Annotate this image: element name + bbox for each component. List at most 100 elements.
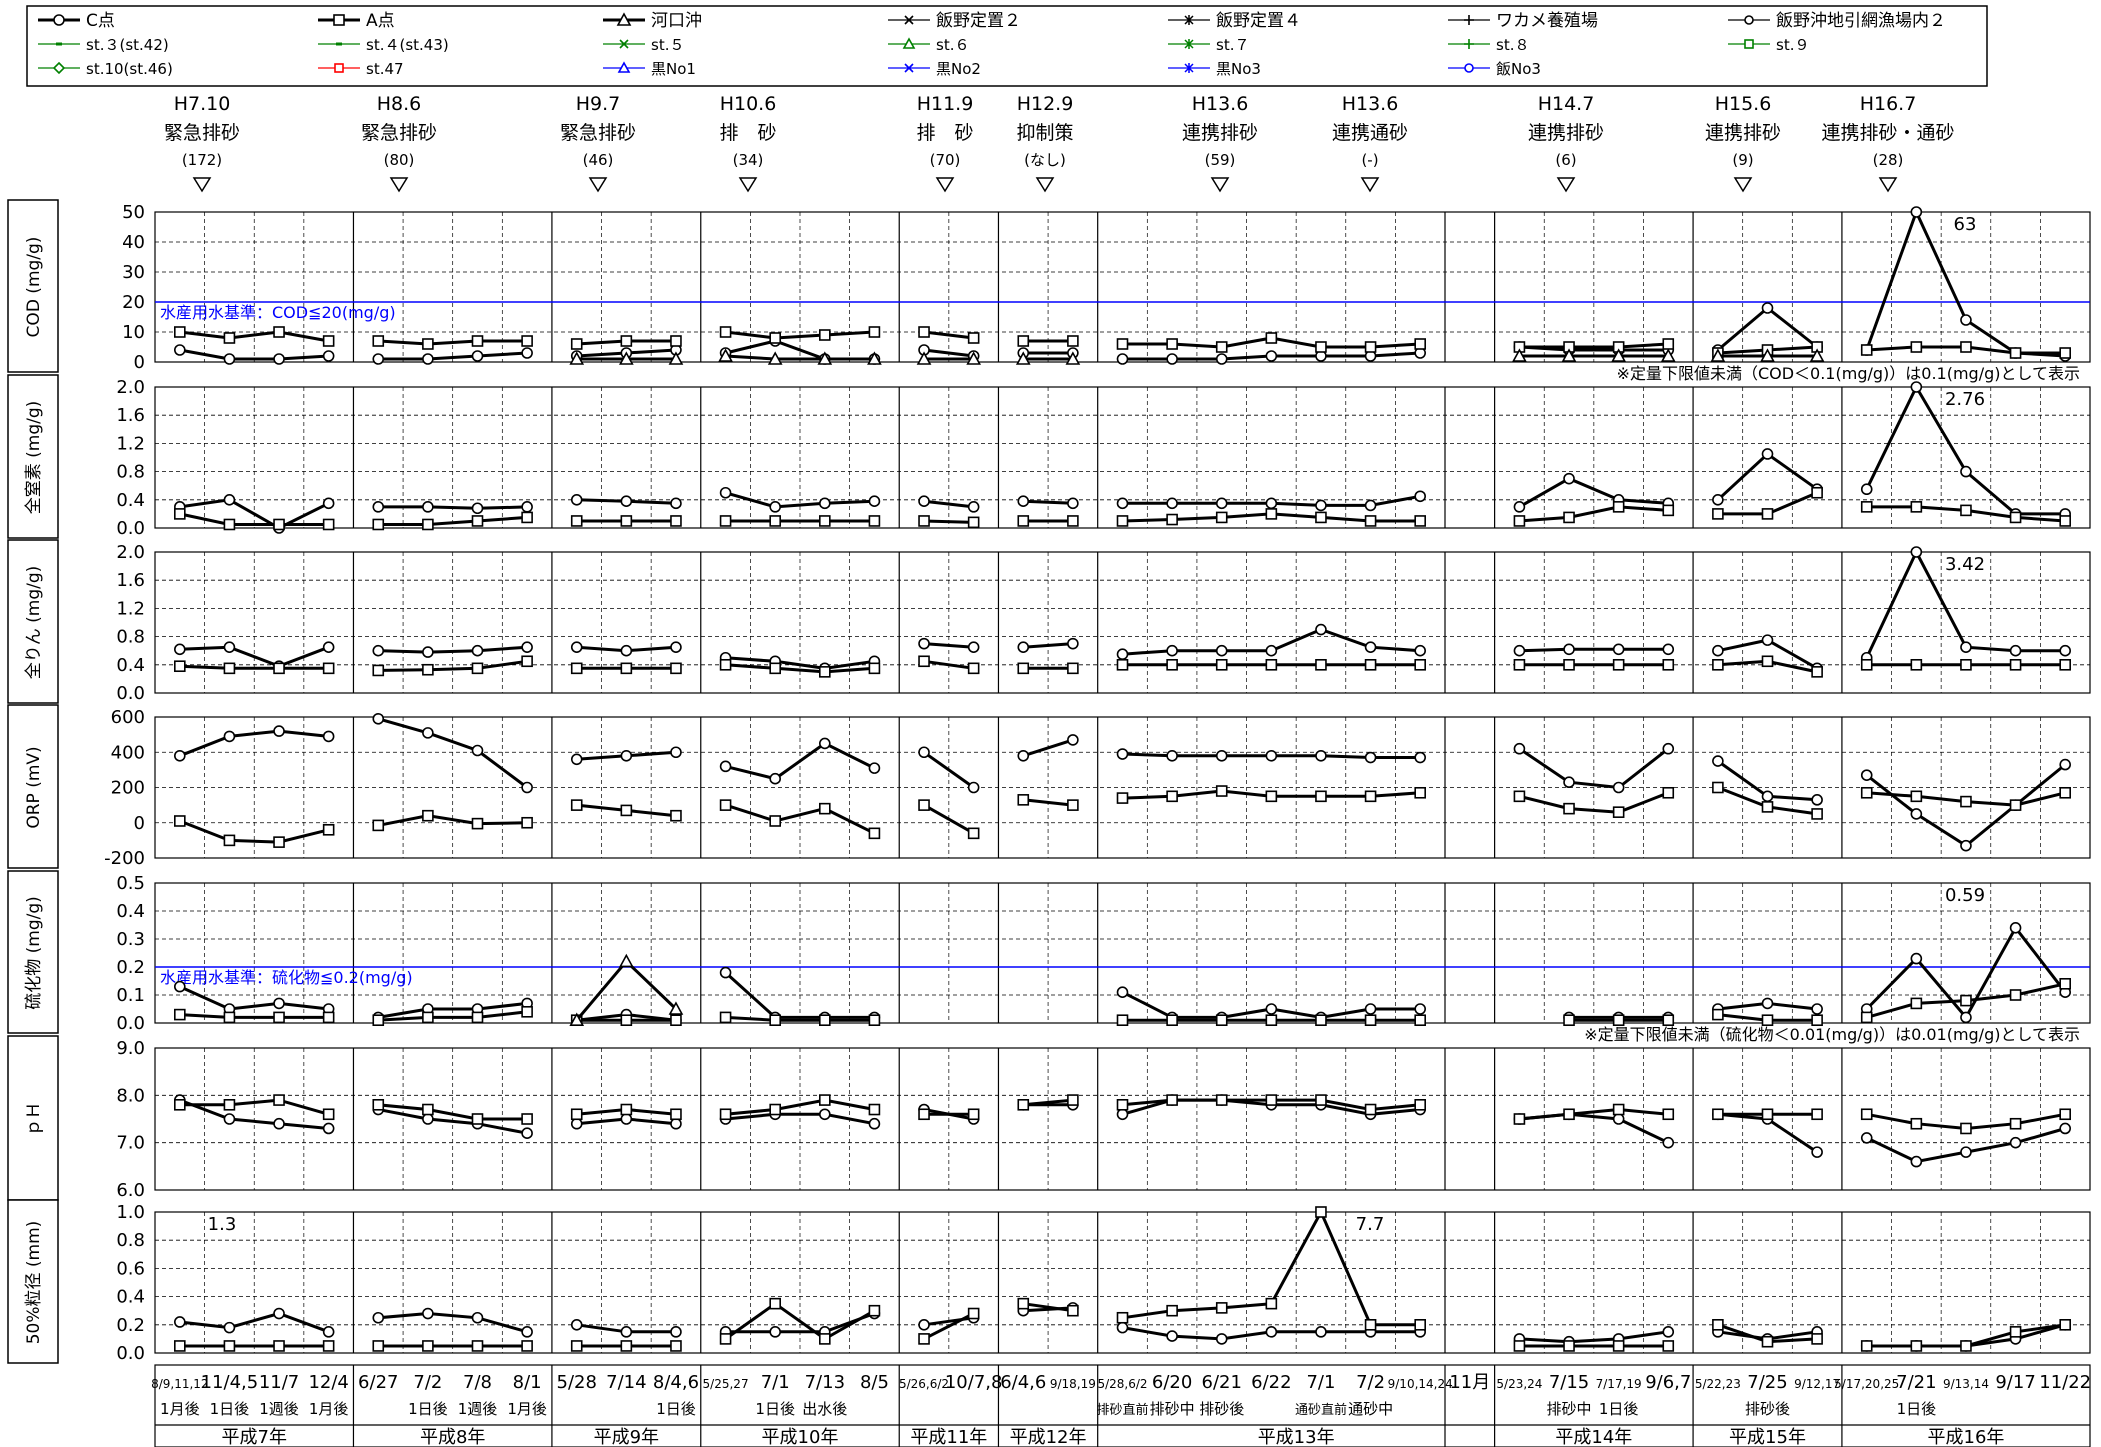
data-point [174,749,186,762]
data-point [1364,1014,1377,1027]
x-tick-label: 7/1 [1306,1372,1335,1393]
data-point [1811,808,1823,820]
data-point [819,1333,831,1345]
legend-marker-icon [1184,15,1194,25]
data-point [1811,666,1823,678]
x-tick-label: 7/21 [1896,1372,1936,1393]
legend-label: st.５ [651,36,684,54]
y-tick-label: 30 [122,262,145,283]
data-point [1960,341,1972,353]
data-point [2009,347,2022,359]
legend-item: C点 [38,11,115,31]
data-point [1414,1319,1426,1331]
data-point [471,662,484,675]
data-point [1166,749,1178,762]
x-note-label: 通砂直前 [1295,1402,1347,1418]
data-point [1364,1319,1377,1331]
series-line [923,1312,975,1341]
data-point [1662,643,1675,656]
data-point [1315,341,1327,353]
data-point [1265,658,1278,671]
legend-item: st.９ [1728,36,1809,54]
data-point [1215,785,1228,797]
data-point [719,1011,732,1024]
data-point [569,1012,585,1026]
series-line [179,819,330,844]
y-axis-label-box: 硫化物 (mg/g) [7,870,59,1034]
event-count: (70) [930,151,961,169]
data-point [322,1326,335,1338]
series-line [378,339,528,346]
data-point [273,1094,285,1106]
data-point [372,644,385,657]
data-point [2009,799,2022,811]
series-line [1519,647,1669,653]
data-point [570,338,583,350]
series-line [1023,1302,1074,1313]
data-point [1910,381,1923,393]
y-tick-label: 0.8 [116,1230,145,1251]
data-point [1860,1340,1873,1352]
data-point [868,326,881,338]
data-point [1265,1297,1278,1310]
data-point [1960,1146,1972,1158]
data-point [1563,802,1575,815]
event-marker-icon [1035,177,1055,193]
y-tick-label: 1.6 [116,570,145,591]
data-point [521,1340,533,1352]
data-point [670,1108,682,1121]
data-point [1662,1340,1675,1352]
legend-marker-icon [1464,63,1474,73]
data-point [618,351,634,365]
data-point [1315,1094,1327,1106]
data-point [1811,1003,1823,1015]
y-tick-label: 0.4 [116,1287,145,1308]
series-line [1518,747,1670,790]
data-point [223,332,236,344]
data-point [1414,644,1426,657]
legend-item: st.47 [318,60,404,78]
data-point [1860,483,1873,496]
data-point [1860,1108,1873,1121]
data-point [2009,511,2022,524]
data-point [223,1340,236,1352]
event-annotation: H16.7 連携排砂・通砂 (28) [1821,93,1955,193]
data-point [1860,786,1873,799]
event-marker-icon [588,177,608,193]
x-tick-label: 7/25 [1747,1372,1787,1393]
data-point [521,781,533,794]
data-point [570,493,583,506]
data-point [1265,790,1278,803]
data-point [1315,623,1327,636]
data-point [1809,348,1825,362]
data-point [1761,655,1774,668]
event-marker-icon [1360,177,1380,193]
event-type: 緊急排砂 [361,122,437,144]
data-point [1910,1117,1923,1130]
data-point [2009,921,2022,934]
y-tick-label: 50 [122,202,145,223]
data-point [372,819,385,832]
data-point [1414,490,1426,503]
data-series [569,953,684,1026]
data-point [670,809,682,822]
event-type: 緊急排砂 [164,122,240,144]
data-point [2059,515,2071,527]
x-tick-label: 11/7 [259,1372,299,1393]
data-point [422,727,434,739]
series-line [1023,642,1074,649]
data-point [223,834,236,847]
series-line [179,1098,330,1116]
x-tick-label: 7/8 [463,1372,492,1393]
data-point [670,641,682,653]
data-point [769,815,781,827]
data-point [2009,1136,2022,1149]
event-count: (なし) [1024,151,1066,169]
data-point [1215,1333,1228,1345]
series-line [378,1010,528,1022]
y-label-frame [7,1199,59,1364]
chart-panels: 50 40 30 20 10 0 COD (mg/g) 水産用水基準：COD≦20(mg/g)… [7,199,2091,1364]
data-point [1960,641,1972,653]
legend-marker-icon [904,63,914,73]
data-point [1067,637,1079,650]
